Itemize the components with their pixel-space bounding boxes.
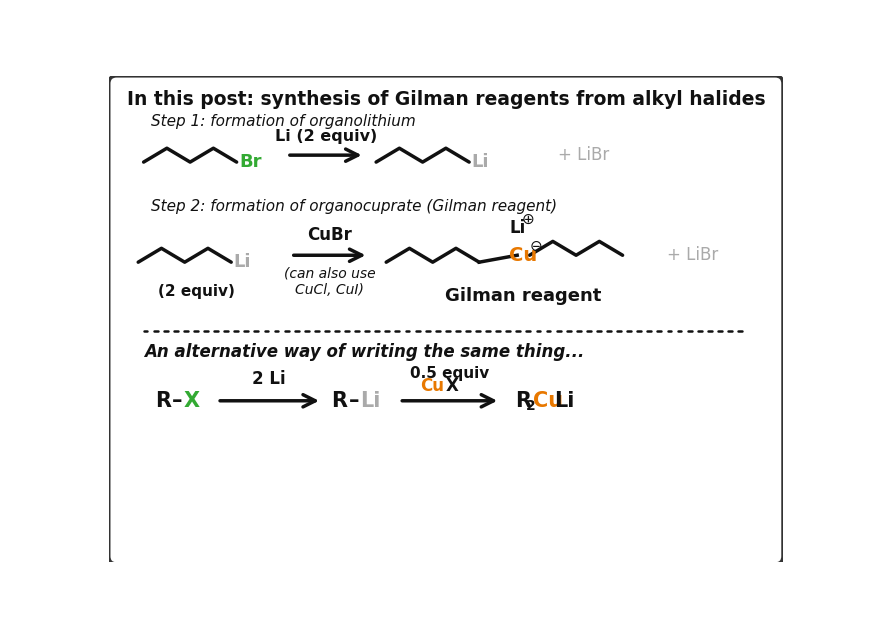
FancyBboxPatch shape — [109, 76, 782, 564]
Text: Step 1: formation of organolithium: Step 1: formation of organolithium — [151, 114, 415, 130]
Text: Li: Li — [360, 391, 380, 411]
Text: R: R — [331, 391, 347, 411]
Text: + LiBr: + LiBr — [666, 246, 717, 264]
Text: Li: Li — [508, 219, 525, 236]
Text: ⊖: ⊖ — [529, 238, 541, 253]
Text: CuBr: CuBr — [307, 226, 352, 245]
Text: Li: Li — [554, 391, 574, 411]
Text: Gilman reagent: Gilman reagent — [445, 287, 600, 305]
Text: 0.5 equiv: 0.5 equiv — [409, 366, 488, 380]
Text: –: – — [348, 391, 359, 411]
Text: Cu: Cu — [508, 246, 537, 265]
Text: Cu: Cu — [532, 391, 562, 411]
Text: In this post: synthesis of Gilman reagents from alkyl halides: In this post: synthesis of Gilman reagen… — [126, 90, 765, 109]
Text: Cu: Cu — [420, 377, 444, 394]
Text: Br: Br — [239, 153, 262, 171]
Text: Step 2: formation of organocuprate (Gilman reagent): Step 2: formation of organocuprate (Gilm… — [151, 199, 557, 214]
Text: –: – — [172, 391, 182, 411]
Text: X: X — [183, 391, 199, 411]
Text: (can also use
CuCl, CuI): (can also use CuCl, CuI) — [283, 267, 375, 297]
Text: Li: Li — [233, 253, 251, 271]
Text: 2 Li: 2 Li — [252, 370, 286, 389]
Text: Li: Li — [471, 153, 488, 171]
Text: An alternative way of writing the same thing...: An alternative way of writing the same t… — [143, 343, 583, 361]
Text: X: X — [446, 377, 458, 394]
Text: R: R — [155, 391, 170, 411]
Text: ⊕: ⊕ — [521, 212, 534, 228]
Text: (2 equiv): (2 equiv) — [157, 284, 235, 299]
Text: R: R — [515, 391, 531, 411]
Text: 2: 2 — [525, 399, 534, 413]
Text: Li (2 equiv): Li (2 equiv) — [275, 130, 376, 144]
Text: + LiBr: + LiBr — [558, 146, 609, 164]
